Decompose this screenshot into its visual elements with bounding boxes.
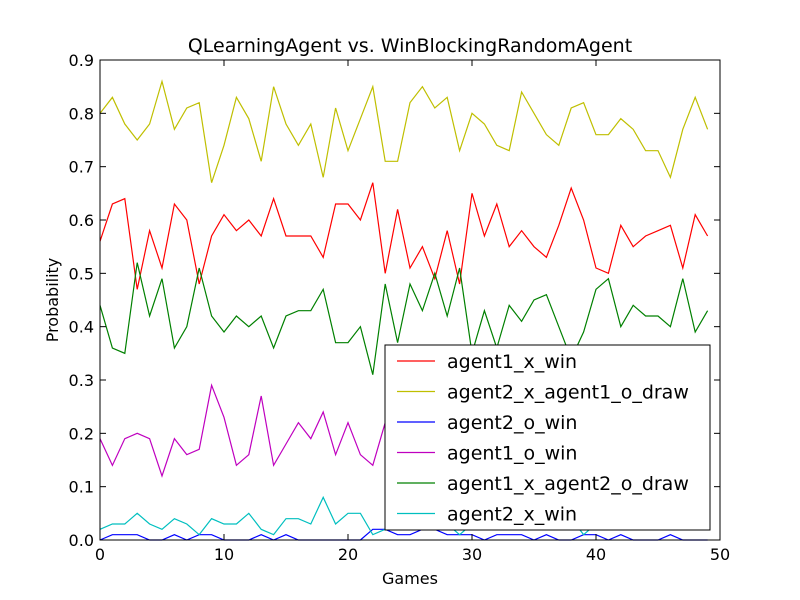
chart-title: QLearningAgent vs. WinBlockingRandomAgen… <box>188 35 632 57</box>
y-axis-label: Probability <box>43 258 62 343</box>
legend-box <box>384 344 711 531</box>
legend-label-agent1_x_agent2_o_draw: agent1_x_agent2_o_draw <box>447 473 689 495</box>
legend-label-agent2_o_win: agent2_o_win <box>447 412 577 434</box>
y-tick-label: 0.2 <box>69 424 94 443</box>
y-tick-label: 0.9 <box>69 51 94 70</box>
legend-label-agent2_x_win: agent2_x_win <box>447 504 577 526</box>
x-tick-label: 50 <box>710 545 730 564</box>
ticks-layer: 0 10 20 30 40 50 0.0 0.1 0.2 0.3 0.4 0.5 0.6 0.7 0.8 0.… <box>69 51 731 564</box>
legend-label-agent2_x_agent1_o_draw: agent2_x_agent1_o_draw <box>447 382 689 404</box>
plot-frame <box>99 59 721 541</box>
x-axis-label: Games <box>382 569 438 588</box>
y-tick-label: 0.7 <box>69 158 94 177</box>
x-tick-label: 30 <box>462 545 482 564</box>
x-tick-label: 10 <box>214 545 234 564</box>
y-tick-label: 0.6 <box>69 211 94 230</box>
series-line-agent1_x_agent2_o_draw <box>99 262 709 375</box>
legend-label-agent1_x_win: agent1_x_win <box>447 351 577 373</box>
y-tick-label: 0.8 <box>69 104 94 123</box>
x-tick-label: 40 <box>586 545 606 564</box>
y-tick-label: 0.0 <box>69 531 94 550</box>
series-line-agent2_o_win <box>99 528 708 541</box>
x-tick-label: 0 <box>95 545 105 564</box>
y-tick-label: 0.4 <box>69 318 94 337</box>
y-tick-label: 0.1 <box>69 478 94 497</box>
legend: agent1_x_win agent2_x_agent1_o_draw agent2… <box>384 344 711 531</box>
legend-label-agent1_o_win: agent1_o_win <box>447 443 577 465</box>
series-line-agent2_x_agent1_o_draw <box>99 79 709 183</box>
x-tick-label: 20 <box>338 545 358 564</box>
y-tick-label: 0.5 <box>69 264 94 283</box>
y-tick-label: 0.3 <box>69 371 94 390</box>
